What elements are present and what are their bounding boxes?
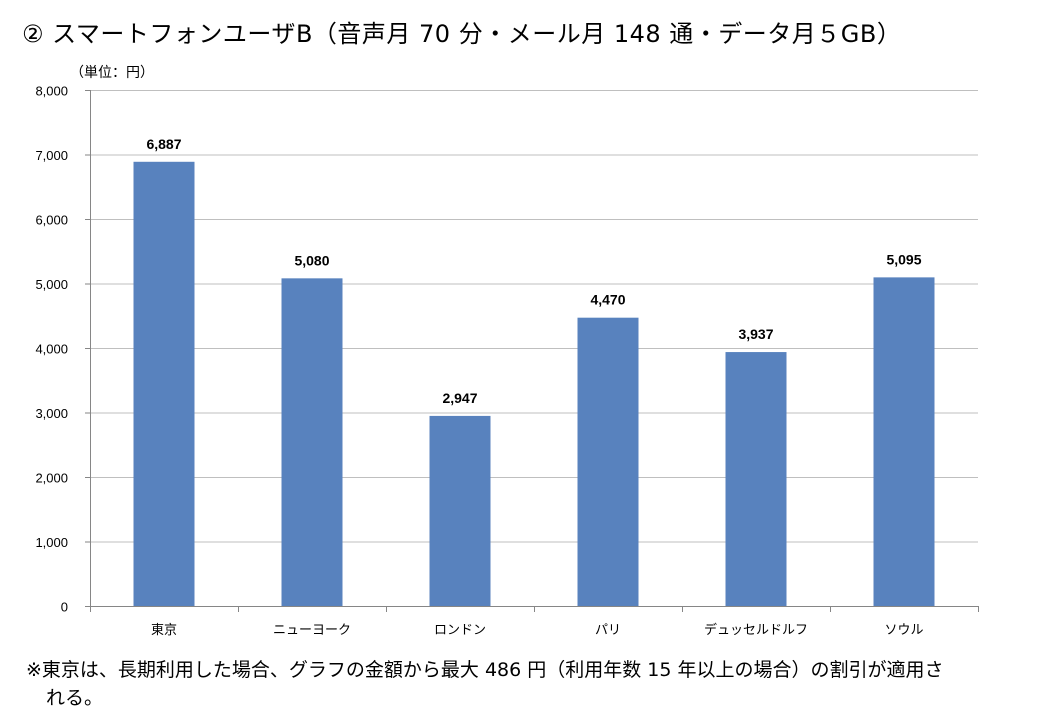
data-label: 3,937 [738, 326, 773, 342]
x-tick-label: デュッセルドルフ [704, 622, 808, 638]
y-tick-label: 5,000 [35, 277, 68, 292]
bar [577, 317, 639, 606]
y-tick-label: 4,000 [35, 342, 68, 357]
chart-title: ② スマートフォンユーザB（音声月 70 分・メール月 148 通・データ月５G… [22, 20, 902, 48]
unit-label: （単位：円） [70, 65, 154, 81]
footnote-line-2: れる。 [46, 687, 104, 709]
bar [725, 352, 787, 606]
x-tick-label: ニューヨーク [273, 623, 351, 638]
x-tick-label: 東京 [151, 622, 177, 638]
data-label: 6,887 [146, 136, 181, 152]
y-tick-label: 8,000 [35, 84, 68, 99]
data-label: 5,095 [886, 251, 921, 267]
bar [281, 278, 343, 606]
x-tick-label: パリ [595, 623, 621, 638]
x-tick-label: ロンドン [434, 623, 486, 638]
y-tick-label: 3,000 [35, 406, 68, 421]
data-label: 2,947 [442, 390, 477, 406]
footnote-line-1: ※東京は、長期利用した場合、グラフの金額から最大 486 円（利用年数 15 年… [26, 659, 944, 681]
y-tick-label: 6,000 [35, 213, 68, 228]
bar [429, 415, 491, 606]
y-tick-label: 2,000 [35, 471, 68, 486]
data-label: 5,080 [294, 252, 329, 268]
y-tick-label: 0 [61, 600, 68, 615]
y-tick-label: 1,000 [35, 535, 68, 550]
data-label: 4,470 [590, 292, 625, 308]
y-tick-label: 7,000 [35, 148, 68, 163]
x-tick-label: ソウル [884, 623, 923, 638]
bar [873, 277, 935, 606]
bar [133, 161, 195, 606]
